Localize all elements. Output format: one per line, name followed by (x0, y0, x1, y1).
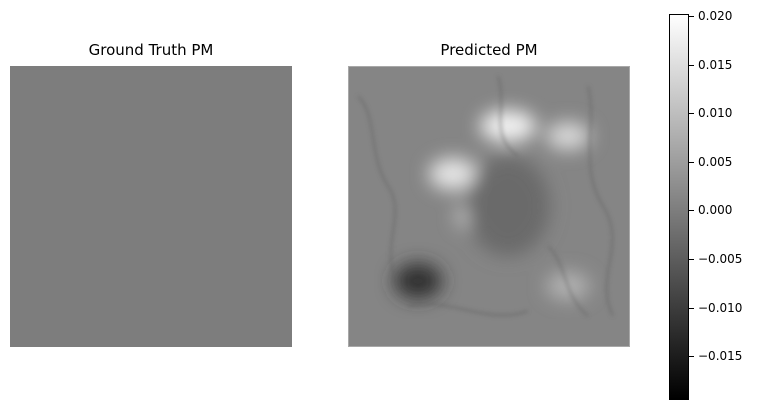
texture-line (407, 303, 529, 316)
colorbar-tick-label: 0.000 (698, 203, 733, 217)
ground-truth-heatmap (10, 66, 292, 347)
colorbar (669, 14, 689, 400)
predicted-heatmap (348, 66, 630, 347)
colorbar-tick (689, 210, 694, 211)
texture-line (497, 75, 519, 157)
colorbar-tick-label: −0.015 (698, 349, 743, 363)
colorbar-tick (689, 162, 694, 163)
colorbar-tick-label: 0.020 (698, 9, 733, 23)
colorbar-tick-label: 0.005 (698, 155, 733, 169)
colorbar-tick (689, 65, 694, 66)
predicted-title: Predicted PM (440, 41, 538, 59)
colorbar-tick-label: −0.010 (698, 301, 743, 315)
texture-line (547, 245, 589, 317)
ground-truth-title: Ground Truth PM (88, 41, 214, 59)
heatmap-region-center (466, 156, 550, 256)
colorbar-tick-label: −0.005 (698, 252, 743, 266)
heatmap-region-lower-left (394, 263, 442, 299)
colorbar-tick-label: 0.015 (698, 58, 733, 72)
colorbar-tick (689, 259, 694, 260)
texture-line (587, 85, 614, 317)
heatmap-region-upper-center (480, 110, 536, 142)
heatmap-region-upper-right (546, 122, 590, 150)
colorbar-tick (689, 308, 694, 309)
colorbar-tick (689, 113, 694, 114)
heatmap-region-center-left (429, 158, 477, 190)
predicted-border (348, 66, 630, 347)
texture-line (357, 95, 399, 287)
colorbar-tick (689, 16, 694, 17)
colorbar-tick-label: 0.010 (698, 106, 733, 120)
colorbar-tick (689, 356, 694, 357)
